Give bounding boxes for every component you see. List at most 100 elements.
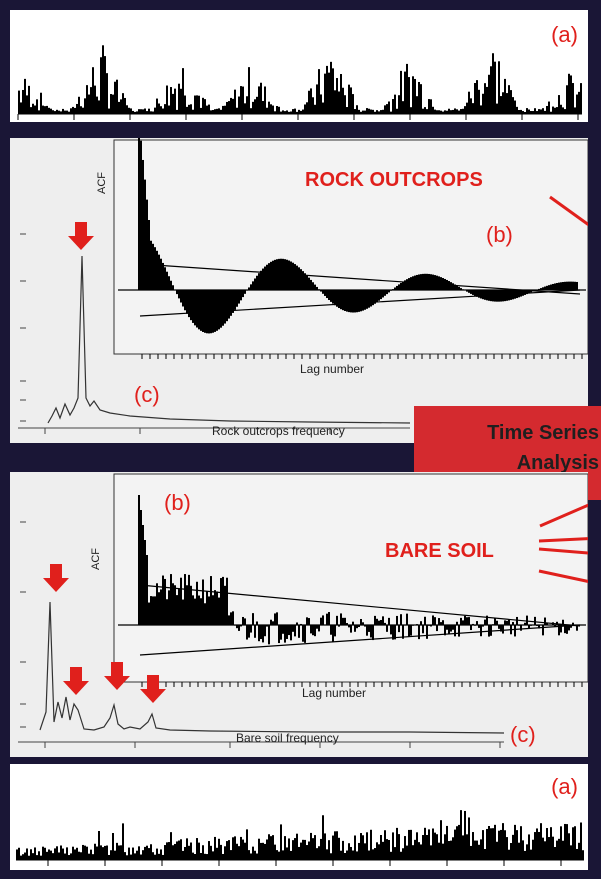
acf-bar <box>230 290 232 316</box>
acf-bar <box>284 625 286 643</box>
acf-bar <box>480 625 482 637</box>
profile-bar <box>324 73 326 114</box>
profile-bar <box>310 88 312 114</box>
acf-bar <box>566 281 568 290</box>
profile-bar <box>466 834 468 860</box>
profile-bar <box>300 842 302 860</box>
acf-bar <box>346 290 348 312</box>
profile-bar <box>354 835 356 860</box>
profile-bar <box>326 849 328 860</box>
profile-bar <box>498 830 500 860</box>
profile-bar <box>468 817 470 860</box>
acf-bar <box>566 625 568 634</box>
profile-bar <box>496 103 498 114</box>
acf-bar <box>506 620 508 625</box>
profile-bar <box>90 849 92 860</box>
profile-bar <box>560 104 562 114</box>
profile-bar <box>104 56 106 114</box>
profile-bar <box>302 109 304 114</box>
profile-bar <box>450 840 452 860</box>
profile-bar <box>520 826 522 860</box>
profile-bar <box>382 109 384 114</box>
acf-bar <box>162 575 164 625</box>
profile-bar <box>316 84 318 114</box>
acf-bar <box>550 284 552 290</box>
acf-bar <box>148 602 150 625</box>
profile-bar <box>110 94 112 114</box>
profile-bar <box>416 96 418 114</box>
profile-bar <box>372 849 374 860</box>
acf-bar <box>360 618 362 625</box>
profile-bar <box>50 108 52 114</box>
acf-bar <box>142 525 144 625</box>
profile-bar <box>280 111 282 114</box>
profile-bar <box>26 848 28 860</box>
profile-bar <box>402 848 404 860</box>
profile-bar <box>274 111 276 114</box>
profile-bar <box>100 845 102 860</box>
acf-bar <box>430 274 432 290</box>
acf-bar <box>162 262 164 290</box>
acf-bar <box>524 290 526 295</box>
acf-bar <box>146 555 148 625</box>
profile-bar <box>466 102 468 114</box>
acf-bar <box>478 625 480 628</box>
profile-bar <box>142 850 144 860</box>
profile-bar <box>280 824 282 860</box>
acf-bar <box>278 625 280 644</box>
acf-bar <box>208 596 210 625</box>
acf-bar <box>396 285 398 290</box>
profile-bar <box>86 846 88 860</box>
acf-bar <box>308 277 310 290</box>
acf-bar <box>504 290 506 302</box>
profile-bar <box>266 839 268 860</box>
acf-bar <box>442 620 444 625</box>
profile-bar <box>228 840 230 860</box>
profile-bar <box>88 94 90 114</box>
profile-bar <box>494 61 496 114</box>
profile-bar <box>298 846 300 860</box>
profile-bar <box>474 840 476 860</box>
profile-bar <box>516 106 518 114</box>
acf-bar <box>358 625 360 627</box>
acf-bar <box>436 275 438 290</box>
profile-bar <box>206 854 208 860</box>
acf-bar <box>376 290 378 303</box>
profile-bar <box>576 94 578 114</box>
acf-bar <box>354 625 356 632</box>
profile-bar <box>36 99 38 114</box>
profile-bar <box>460 810 462 860</box>
profile-bar <box>334 831 336 860</box>
profile-bar <box>462 835 464 860</box>
acf-bar <box>372 290 374 306</box>
profile-bar <box>582 850 584 860</box>
acf-bar <box>480 290 482 299</box>
profile-bar <box>256 96 258 114</box>
profile-bar <box>350 846 352 860</box>
acf-bar <box>166 271 168 290</box>
acf-bar <box>438 276 440 290</box>
acf-bar <box>534 616 536 625</box>
profile-bar <box>254 850 256 860</box>
acf-bar <box>248 287 250 290</box>
acf-bar <box>410 277 412 290</box>
acf-bar <box>544 286 546 290</box>
profile-bar <box>72 106 74 114</box>
acf-bar <box>454 625 456 637</box>
acf-bar <box>466 290 468 292</box>
profile-bar <box>288 838 290 860</box>
profile-bar <box>218 838 220 860</box>
acf-bar <box>190 290 192 321</box>
acf-bar <box>540 288 542 290</box>
profile-bar <box>332 68 334 114</box>
acf-bar <box>526 615 528 625</box>
profile-bar <box>130 108 132 114</box>
acf-bar <box>306 617 308 625</box>
profile-bar <box>178 840 180 860</box>
acf-bar <box>174 585 176 625</box>
profile-bar <box>210 110 212 114</box>
profile-bar <box>272 835 274 860</box>
acf-bar <box>270 619 272 625</box>
profile-bar <box>84 845 86 860</box>
profile-bar <box>80 852 82 860</box>
